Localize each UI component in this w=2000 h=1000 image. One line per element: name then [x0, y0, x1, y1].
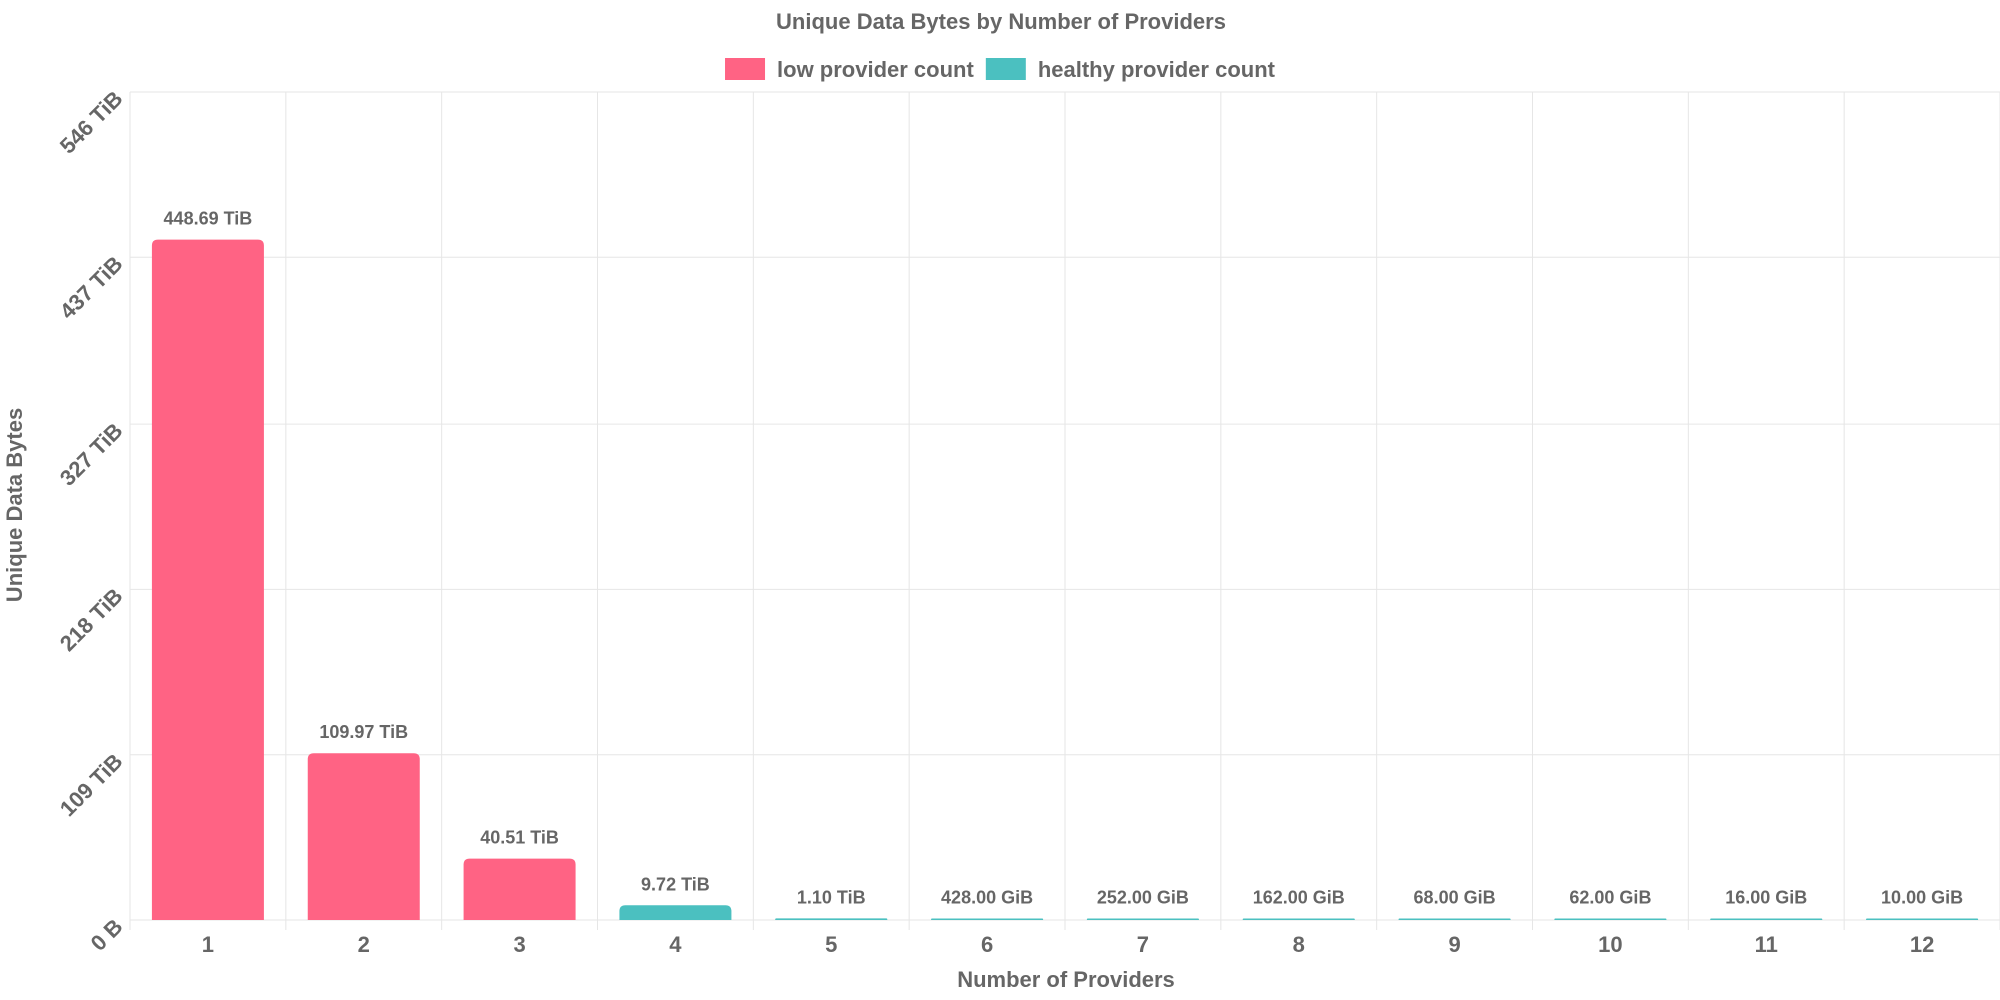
data-label-3: 40.51 TiB — [480, 828, 559, 848]
x-tick-label-2: 2 — [358, 932, 370, 957]
legend-label-low: low provider count — [777, 57, 974, 82]
y-axis-ticks: 0 B 109 TiB 218 TiB 327 TiB 437 TiB 546 TiB — [55, 86, 128, 956]
legend-label-healthy: healthy provider count — [1038, 57, 1276, 82]
x-tick-label-4: 4 — [669, 932, 682, 957]
x-tick-label-8: 8 — [1293, 932, 1305, 957]
data-label-10: 62.00 GiB — [1569, 888, 1651, 908]
bar-3 — [463, 858, 576, 920]
data-label-6: 428.00 GiB — [941, 888, 1033, 908]
bar-10 — [1554, 918, 1667, 920]
bar-1 — [151, 239, 264, 920]
bar-2 — [307, 753, 420, 920]
x-tick-label-10: 10 — [1598, 932, 1622, 957]
chart-title: Unique Data Bytes by Number of Providers — [776, 9, 1226, 34]
grid — [129, 91, 2000, 930]
bar-6 — [931, 918, 1044, 920]
data-label-4: 9.72 TiB — [641, 874, 710, 894]
legend: low provider count healthy provider count — [725, 57, 1276, 82]
data-label-9: 68.00 GiB — [1414, 888, 1496, 908]
legend-swatch-low — [725, 58, 766, 80]
x-tick-label-3: 3 — [513, 932, 525, 957]
x-tick-label-11: 11 — [1755, 932, 1778, 957]
bars — [151, 239, 1979, 920]
data-label-7: 252.00 GiB — [1097, 888, 1189, 908]
bar-11 — [1710, 918, 1823, 920]
y-tick-label: 327 TiB — [55, 418, 128, 491]
y-tick-label: 218 TiB — [55, 583, 128, 656]
x-axis-ticks: 1 2 3 4 5 6 7 8 9 10 11 12 — [202, 932, 1935, 957]
bar-8 — [1242, 918, 1355, 920]
y-tick-label: 0 B — [86, 914, 128, 956]
data-label-11: 16.00 GiB — [1725, 888, 1807, 908]
y-axis-title: Unique Data Bytes — [2, 408, 27, 602]
data-labels: 448.69 TiB 109.97 TiB 40.51 TiB 9.72 TiB 1.1… — [164, 209, 1964, 908]
x-tick-label-12: 12 — [1910, 932, 1934, 957]
data-label-2: 109.97 TiB — [319, 722, 408, 742]
bar-4 — [619, 905, 732, 920]
bar-7 — [1086, 918, 1199, 920]
data-label-8: 162.00 GiB — [1253, 888, 1345, 908]
y-tick-label: 109 TiB — [55, 749, 128, 822]
x-tick-label-1: 1 — [202, 932, 214, 957]
bar-5 — [775, 918, 888, 920]
legend-swatch-healthy — [985, 58, 1026, 80]
x-tick-label-6: 6 — [981, 932, 993, 957]
y-tick-label: 546 TiB — [55, 86, 128, 159]
x-tick-label-9: 9 — [1448, 932, 1460, 957]
x-tick-label-5: 5 — [825, 932, 837, 957]
x-axis-title: Number of Providers — [957, 967, 1175, 992]
data-label-12: 10.00 GiB — [1881, 888, 1963, 908]
x-tick-label-7: 7 — [1137, 932, 1149, 957]
bar-12 — [1866, 918, 1979, 920]
bar-9 — [1398, 918, 1511, 920]
y-tick-label: 437 TiB — [55, 251, 128, 324]
data-label-1: 448.69 TiB — [164, 209, 253, 229]
data-label-5: 1.10 TiB — [797, 887, 866, 907]
